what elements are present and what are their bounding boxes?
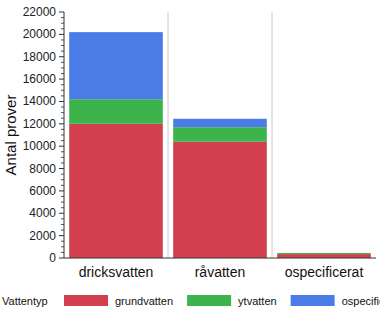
tick-label: 6000 xyxy=(29,184,56,198)
tick-label: 0 xyxy=(49,251,56,265)
legend-swatch xyxy=(291,295,335,306)
tick xyxy=(59,235,64,236)
legend-swatch xyxy=(187,295,231,306)
category-label: ospecificerat xyxy=(285,264,364,280)
legend-swatch xyxy=(64,295,108,306)
x-axis xyxy=(64,258,376,259)
bar-segment xyxy=(277,253,371,254)
category-label: råvatten xyxy=(195,264,246,280)
bar-segment xyxy=(69,32,163,99)
category-label: dricksvatten xyxy=(79,264,154,280)
tick xyxy=(59,213,64,214)
tick-label: 18000 xyxy=(23,50,57,64)
separator xyxy=(168,12,169,258)
legend-label: grundvatten xyxy=(115,295,173,307)
tick-label: 10000 xyxy=(23,139,57,153)
bar-segment xyxy=(69,99,163,124)
tick xyxy=(59,146,64,147)
tick xyxy=(59,56,64,57)
tick xyxy=(59,12,64,13)
tick-label: 22000 xyxy=(23,5,57,19)
tick-label: 8000 xyxy=(29,162,56,176)
tick-label: 4000 xyxy=(29,206,56,220)
y-axis xyxy=(64,12,65,258)
chart: 0 2000 4000 6000 8000 10000 12000 14000 16000 180… xyxy=(0,0,380,312)
tick xyxy=(59,190,64,191)
tick-label: 12000 xyxy=(23,117,57,131)
tick-label: 16000 xyxy=(23,72,57,86)
bars xyxy=(69,32,371,258)
bar-segment xyxy=(173,142,267,258)
tick xyxy=(59,258,64,259)
tick xyxy=(59,123,64,124)
y-axis-label: Antal prover xyxy=(2,95,19,176)
tick-label: 2000 xyxy=(29,229,56,243)
legend-label: ospecificerat xyxy=(342,295,380,307)
tick xyxy=(59,34,64,35)
bar-segment xyxy=(173,127,267,142)
tick xyxy=(59,101,64,102)
tick-label: 20000 xyxy=(23,27,57,41)
tick-label: 14000 xyxy=(23,94,57,108)
tick xyxy=(59,168,64,169)
bar-segment xyxy=(277,252,371,253)
separator xyxy=(272,12,273,258)
tick xyxy=(59,79,64,80)
legend-title: Vattentyp xyxy=(2,295,48,307)
legend-label: ytvatten xyxy=(238,295,277,307)
bar-segment xyxy=(277,254,371,258)
bar-segment xyxy=(173,119,267,127)
bar-segment xyxy=(69,124,163,258)
